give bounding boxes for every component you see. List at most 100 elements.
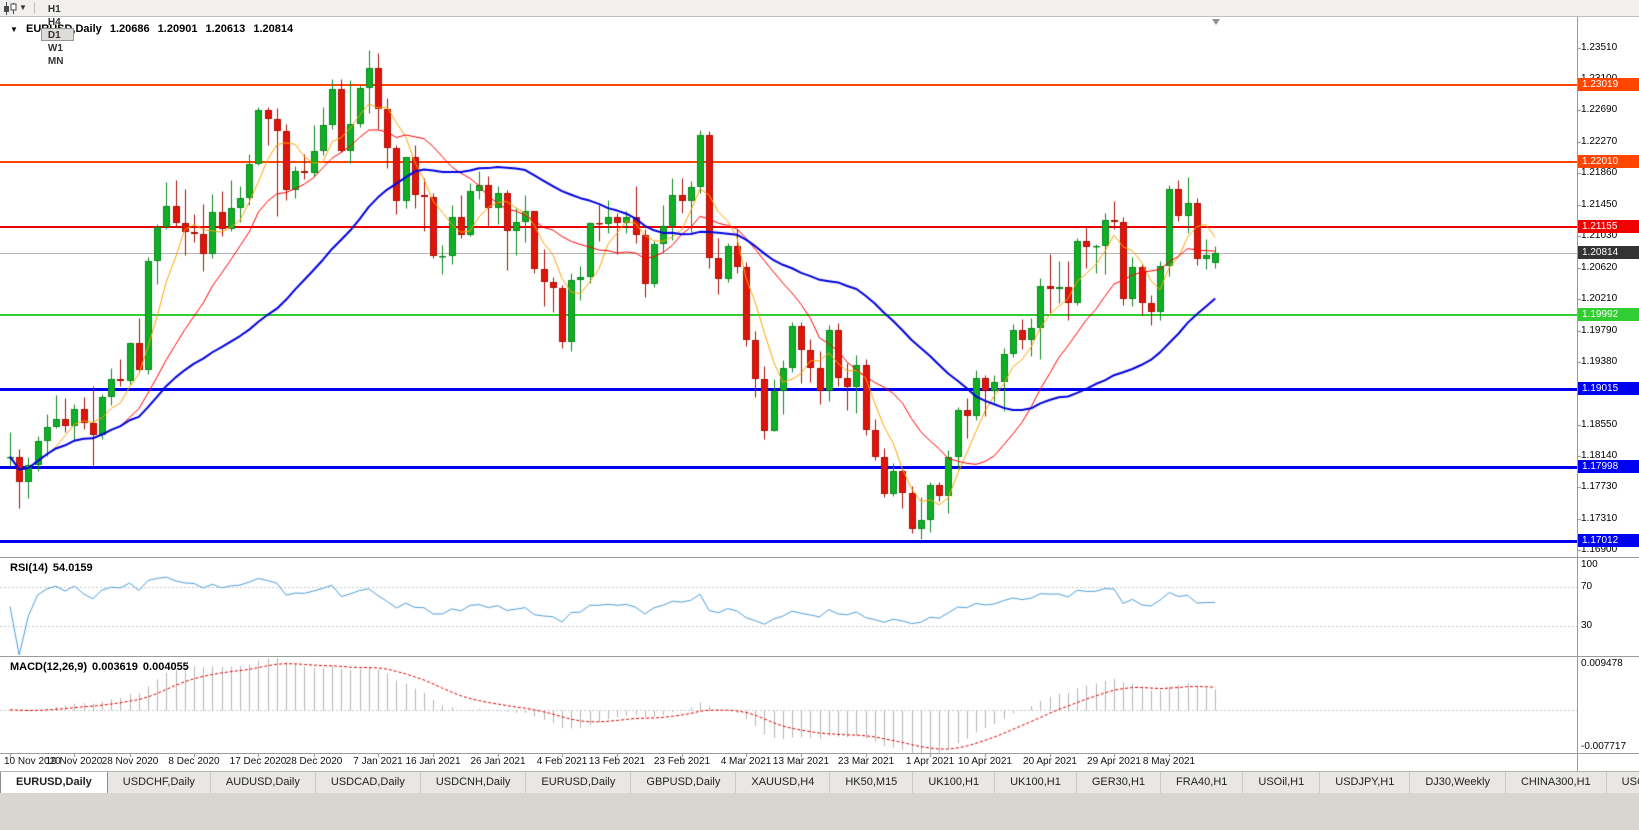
rsi-scale-label: 70 xyxy=(1581,581,1593,592)
date-axis-label: 4 Feb 2021 xyxy=(536,756,588,767)
date-axis-label: 28 Nov 2020 xyxy=(101,756,159,767)
timeframe-button-d1[interactable]: D1 xyxy=(40,27,75,41)
price-level-badge: 1.22010 xyxy=(1578,155,1639,168)
rsi-value: 54.0159 xyxy=(52,562,93,574)
price-level-badge: 1.17998 xyxy=(1578,460,1639,473)
chart-tab-3-usdcad-daily[interactable]: USDCAD,Daily xyxy=(316,772,421,793)
macd-panel-separator[interactable] xyxy=(0,656,1639,657)
date-axis-label: 13 Mar 2021 xyxy=(772,756,830,767)
ohlc-close: 1.20814 xyxy=(253,23,294,35)
price-axis-tick-label: 1.22690 xyxy=(1581,104,1618,115)
rsi-name: RSI(14) xyxy=(10,562,48,574)
date-axis-label: 16 Jan 2021 xyxy=(405,756,461,767)
price-axis-tick-label: 1.20620 xyxy=(1581,262,1618,273)
price-axis-tick-label: 1.21860 xyxy=(1581,167,1618,178)
chart-tab-11-ger30-h1[interactable]: GER30,H1 xyxy=(1077,772,1162,793)
price-axis-tick-label: 1.17310 xyxy=(1581,513,1618,524)
window-bottom-strip xyxy=(0,793,1639,830)
rsi-scale-label: 100 xyxy=(1581,559,1598,570)
date-axis-label: 28 Dec 2020 xyxy=(285,756,343,767)
price-level-badge: 1.23019 xyxy=(1578,78,1639,91)
date-axis-label: 23 Feb 2021 xyxy=(653,756,711,767)
chart-toolbar: ▼ M1M5M15M30H1H4D1W1MN xyxy=(0,0,1639,67)
date-axis-label: 1 Apr 2021 xyxy=(905,756,955,767)
chart-tab-0-eurusd-daily[interactable]: EURUSD,Daily xyxy=(0,772,108,793)
price-axis-tick-label: 1.21450 xyxy=(1581,199,1618,210)
chart-tab-17-usc[interactable]: USC xyxy=(1607,772,1639,793)
time-axis-separator xyxy=(0,753,1639,754)
date-axis-label: 29 Apr 2021 xyxy=(1087,756,1141,767)
macd-scale-label: 0.009478 xyxy=(1581,658,1623,669)
price-axis-tick-label: 1.17730 xyxy=(1581,481,1618,492)
chart-tab-9-uk100-h1[interactable]: UK100,H1 xyxy=(913,772,996,793)
chart-tab-14-usdjpy-h1[interactable]: USDJPY,H1 xyxy=(1320,772,1411,793)
price-level-badge: 1.19015 xyxy=(1578,382,1639,395)
date-axis-label: 7 Jan 2021 xyxy=(353,756,403,767)
timeframe-toolbar: M1M5M15M30H1H4D1W1MN xyxy=(40,0,75,67)
chart-tab-bar: EURUSD,Daily USDCHF,Daily AUDUSD,Daily USDC… xyxy=(0,771,1639,793)
chevron-down-icon[interactable]: ▼ xyxy=(19,3,27,12)
timeframe-button-h4[interactable]: H4 xyxy=(47,16,61,28)
toolbar-separator xyxy=(33,2,35,14)
price-axis-tick-label: 1.16900 xyxy=(1581,544,1618,555)
chart-tab-6-gbpusd-daily[interactable]: GBPUSD,Daily xyxy=(631,772,737,793)
date-axis-label: 8 May 2021 xyxy=(1142,756,1196,767)
timeframe-button-mn[interactable]: MN xyxy=(47,55,64,67)
rsi-scale-label: 30 xyxy=(1581,620,1593,631)
price-axis-tick-label: 1.19790 xyxy=(1581,325,1618,336)
price-level-badge: 1.21155 xyxy=(1578,220,1639,233)
macd-name: MACD(12,26,9) xyxy=(10,661,88,673)
date-axis-label: 17 Dec 2020 xyxy=(229,756,287,767)
price-axis-separator xyxy=(1577,17,1578,771)
ohlc-low: 1.20613 xyxy=(205,23,246,35)
price-level-badge: 1.17012 xyxy=(1578,534,1639,547)
current-price-badge: 1.20814 xyxy=(1578,246,1639,259)
date-axis-label: 20 Apr 2021 xyxy=(1023,756,1077,767)
date-axis-label: 19 Nov 2020 xyxy=(45,756,103,767)
chart-context-arrow-icon: ▼ xyxy=(10,25,18,34)
chart-tab-16-china300-h1[interactable]: CHINA300,H1 xyxy=(1506,772,1607,793)
chart-tab-15-dj30-weekly[interactable]: DJ30,Weekly xyxy=(1410,772,1506,793)
chart-tab-4-usdcnh-daily[interactable]: USDCNH,Daily xyxy=(421,772,527,793)
rsi-panel-separator[interactable] xyxy=(0,557,1639,558)
chart-shift-marker[interactable] xyxy=(1212,19,1220,25)
price-axis-tick-label: 1.20210 xyxy=(1581,293,1618,304)
ohlc-open: 1.20686 xyxy=(109,23,150,35)
chart-tab-8-hk50-m15[interactable]: HK50,M15 xyxy=(830,772,914,793)
chart-ohlc-header: ▼ EURUSD,Daily 1.20686 1.20901 1.20613 1… xyxy=(10,23,298,35)
chart-tab-1-usdchf-daily[interactable]: USDCHF,Daily xyxy=(108,772,211,793)
timeframe-button-h1[interactable]: H1 xyxy=(47,3,61,15)
chart-tab-10-uk100-h1[interactable]: UK100,H1 xyxy=(995,772,1077,793)
price-axis-tick-label: 1.21030 xyxy=(1581,230,1618,241)
price-axis-tick-label: 1.19380 xyxy=(1581,356,1618,367)
date-axis-label: 8 Dec 2020 xyxy=(168,756,220,767)
macd-scale-label: -0.007717 xyxy=(1581,741,1627,752)
price-axis-tick-label: 1.22270 xyxy=(1581,136,1618,147)
price-axis-tick-label: 1.23510 xyxy=(1581,42,1618,53)
price-axis-tick-label: 1.18140 xyxy=(1581,450,1618,461)
date-axis-label: 10 Nov 2020 xyxy=(4,756,61,767)
chart-tab-7-xauusd-h4[interactable]: XAUUSD,H4 xyxy=(736,772,831,793)
date-axis-label: 10 Apr 2021 xyxy=(958,756,1012,767)
chart-tab-5-eurusd-daily[interactable]: EURUSD,Daily xyxy=(526,772,632,793)
macd-value-main: 0.003619 xyxy=(92,661,138,673)
timeframe-button-m30[interactable]: M30 xyxy=(41,0,74,2)
macd-value-signal: 0.004055 xyxy=(142,661,189,673)
chart-tab-2-audusd-daily[interactable]: AUDUSD,Daily xyxy=(211,772,316,793)
date-axis-label: 26 Jan 2021 xyxy=(470,756,526,767)
chart-tab-12-fra40-h1[interactable]: FRA40,H1 xyxy=(1161,772,1244,793)
date-axis-label: 4 Mar 2021 xyxy=(720,756,772,767)
rsi-indicator-label: RSI(14) 54.0159 xyxy=(10,562,98,574)
candlestick-glyph xyxy=(4,1,17,15)
ohlc-high: 1.20901 xyxy=(157,23,198,35)
timeframe-button-w1[interactable]: W1 xyxy=(47,42,63,54)
price-axis-tick-label: 1.18550 xyxy=(1581,419,1618,430)
price-level-badge: 1.19992 xyxy=(1578,308,1639,321)
macd-indicator-label: MACD(12,26,9) 0.003619 0.004055 xyxy=(10,661,194,673)
date-axis-label: 23 Mar 2021 xyxy=(837,756,895,767)
chart-tab-13-usoil-h1[interactable]: USOil,H1 xyxy=(1243,772,1321,793)
candlestick-chart-type-icon[interactable] xyxy=(3,1,18,15)
date-axis-label: 13 Feb 2021 xyxy=(588,756,646,767)
